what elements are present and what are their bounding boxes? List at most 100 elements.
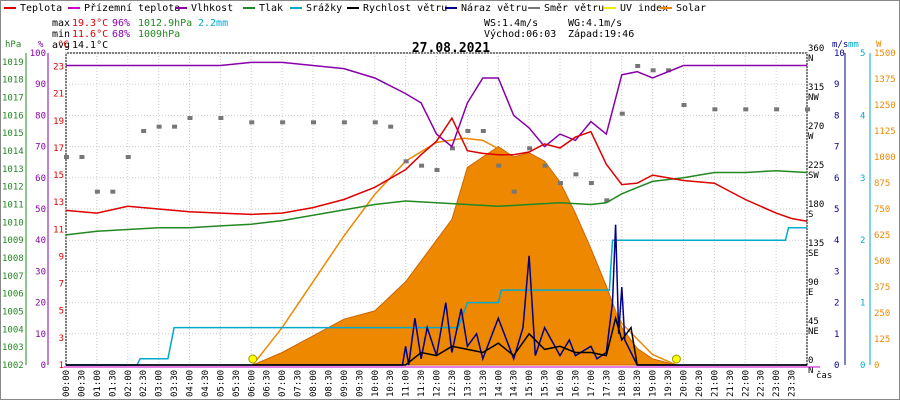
x-tick-label: 03:00 [155,370,165,397]
tick-ms: 4 [834,236,839,246]
x-tick-label: 11:00 [402,370,412,397]
tick-degc: 5 [59,307,64,317]
axis-title-pct: % [38,40,44,50]
legend-label: Srážky [306,2,342,14]
x-tick-label: 00:30 [77,370,87,397]
tick-dir: 135 [808,239,824,249]
sunset-marker [671,354,681,364]
tick-w: 1500 [874,49,896,59]
tick-pct: 60 [35,174,46,184]
wind-direction-point [480,129,486,133]
tick-hpa: 1010 [2,218,24,228]
x-tick-label: 03:30 [170,370,180,397]
x-tick-label: 05:30 [232,370,242,397]
tick-degc: 11 [53,225,64,235]
tick-degc: 21 [53,90,64,100]
tick-ms: 8 [834,111,839,121]
x-tick-label: 01:30 [108,370,118,397]
x-tick-label: 11:30 [417,370,427,397]
x-tick-label: 14:00 [494,370,504,397]
tick-ms: 7 [834,143,839,153]
tick-dir: 315 [808,83,824,93]
tick-w: 0 [874,361,879,371]
tick-pct: 30 [35,267,46,277]
tick-degc: 19 [53,117,64,127]
x-tick-label: 17:00 [587,370,597,397]
wind-direction-point [79,155,85,159]
tick-dir-cardinal: E [808,288,813,298]
wind-direction-point [94,189,100,194]
stat-max-label: max [52,18,70,29]
tick-w: 1250 [874,101,896,111]
axis-title-degc: °C [58,40,69,50]
stats-block: max 19.3°C 96% 1012.9hPa 2.2mm min 11.6°… [52,18,634,51]
tick-degc: 7 [59,280,64,290]
tick-w: 875 [874,179,890,189]
stat-sunrise: Východ:06:03 [484,28,556,40]
x-tick-label: 14:30 [510,370,520,397]
x-tick-label: 07:30 [294,370,304,397]
wind-direction-point [511,189,517,194]
legend-label: Vlhkost [191,3,233,14]
stat-ws: WS:1.4m/s [484,18,538,29]
tick-pct: 90 [35,80,46,90]
x-tick-label: 20:00 [680,370,690,397]
tick-w: 500 [874,257,890,267]
x-tick-label: 04:30 [201,370,211,397]
tick-hpa: 1007 [2,272,24,282]
wind-direction-point [141,129,147,133]
x-tick-label: 23:00 [772,370,782,397]
axis-title-hpa: hPa [5,40,21,50]
tick-mm: 5 [860,49,865,59]
tick-dir-cardinal: NE [808,327,819,337]
tick-hpa: 1012 [2,183,24,193]
series-line-vlhkost [66,61,807,148]
wind-direction-point [774,107,780,112]
x-tick-label: 18:30 [633,370,643,397]
tick-hpa: 1008 [2,254,24,264]
tick-ms: 0 [834,361,839,371]
tick-dir: 45 [808,317,819,327]
tick-hpa: 1002 [2,361,24,371]
x-tick-label: 21:00 [710,370,720,397]
legend-label: Teplota [20,3,62,14]
tick-w: 375 [874,283,890,293]
tick-degc: 23 [53,63,64,73]
tick-ms: 2 [834,299,839,309]
tick-hpa: 1014 [2,147,24,157]
tick-ms: 3 [834,267,839,277]
wind-direction-point [604,198,610,203]
tick-hpa: 1016 [2,111,24,121]
tick-degc: 1 [59,361,64,371]
tick-w: 125 [874,335,890,345]
wind-direction-point [805,107,810,112]
legend-label: UV index [620,3,668,14]
wind-direction-point [558,181,563,185]
tick-mm: 4 [860,111,865,121]
tick-hpa: 1005 [2,308,24,318]
series-solar-area [252,145,677,366]
x-tick-label: 13:00 [463,370,473,397]
stat-avg-temp: 14.1°C [72,40,108,51]
right-axes: 0N45NE90E135SE180S225SW270W315NW360N0123… [808,44,896,376]
x-tick-label: 22:30 [757,370,767,397]
stat-max-rain: 2.2mm [198,18,228,29]
tick-hpa: 1015 [2,129,24,139]
x-tick-label: 16:30 [571,370,581,397]
wind-direction-point [635,64,641,68]
legend-label: Solar [676,3,706,14]
wind-direction-point [573,172,579,177]
x-tick-label: 10:30 [386,370,396,397]
stat-min-label: min [52,29,70,40]
chart-date-title: 27.08.2021 [412,41,490,56]
tick-degc: 3 [59,334,64,344]
x-tick-label: 02:00 [124,370,134,397]
x-tick-label: 20:30 [695,370,705,397]
legend-label: Směr větru [544,2,604,14]
x-tick-label: 00:00 [62,370,72,397]
x-tick-label: 15:00 [525,370,535,397]
tick-mm: 2 [860,236,865,246]
tick-hpa: 1013 [2,165,24,175]
tick-pct: 80 [35,111,46,121]
tick-dir: 0 [808,356,813,366]
